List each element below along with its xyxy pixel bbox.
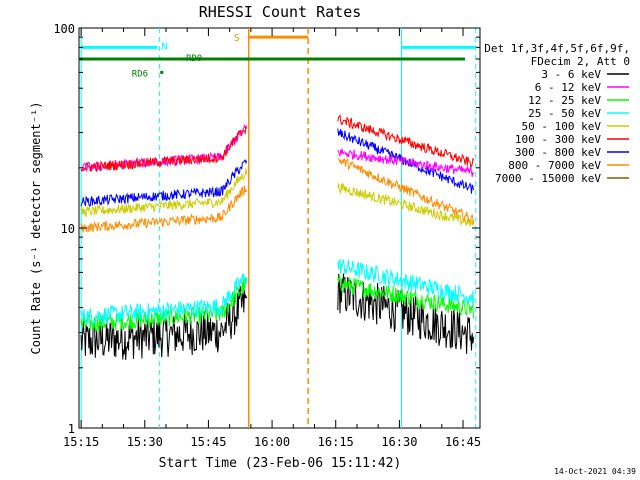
legend-entry-label: 800 - 7000 keV [508,159,601,172]
chart-title: RHESSI Count Rates [199,3,362,21]
legend-entry-label: 3 - 6 keV [541,68,601,81]
x-tick-label: 16:45 [445,435,481,449]
attenuator-label: RD6 [132,69,148,79]
series-line [337,148,475,177]
y-tick-label: 1 [68,422,75,436]
series-lines [80,114,475,361]
saa-label: S [234,33,240,44]
series-line [337,258,475,306]
y-axis-label: Count Rate (s⁻¹ detector segment⁻¹) [29,102,43,355]
legend: Det 1f,3f,4f,5f,6f,9f,FDecim 2, Att 03 -… [484,42,630,185]
series-line [80,286,248,361]
plot-frame [78,27,481,429]
axes: 1 10 100 15:15 15:30 15:45 16:00 16:15 16:30 16:4… [53,22,481,449]
series-line [80,168,248,218]
x-axis-label: Start Time (23-Feb-06 15:11:42) [159,456,402,471]
legend-header: FDecim 2, Att 0 [531,55,630,68]
attenuator-label: RD0 [186,54,202,64]
series-line [337,274,475,319]
x-tick-label: 15:15 [63,435,99,449]
series-line [337,114,475,169]
legend-entry-label: 50 - 100 keV [522,120,602,133]
x-tick-label: 15:45 [190,435,226,449]
footer-date: 14-Oct-2021 04:39 [554,467,636,476]
legend-header: Det 1f,3f,4f,5f,6f,9f, [484,42,630,55]
plot-border [78,27,481,429]
legend-entry-label: 300 - 800 keV [515,146,601,159]
legend-entry-label: 6 - 12 keV [535,81,602,94]
attenuator-marker [181,57,185,61]
x-tick-label: 16:30 [381,435,417,449]
night-label: N [162,41,168,52]
legend-entry-label: 25 - 50 keV [528,107,601,120]
y-tick-label: 100 [53,22,75,36]
attenuator-marker [160,70,164,74]
x-tick-label: 15:30 [127,435,163,449]
legend-entry-label: 7000 - 15000 keV [495,172,601,185]
series-line [80,185,248,233]
series-line [80,159,248,208]
x-tick-label: 16:00 [254,435,290,449]
series-line [337,157,475,225]
series-line [80,273,248,325]
series-line [337,128,475,194]
event-markers: N S RD6 RD0 [79,28,477,428]
legend-entry-label: 12 - 25 keV [528,94,601,107]
series-line [337,182,475,227]
series-line [80,126,248,173]
legend-entry-label: 100 - 300 keV [515,133,601,146]
series-line [337,273,475,354]
y-tick-label: 10 [61,222,75,236]
x-tick-label: 16:15 [318,435,354,449]
